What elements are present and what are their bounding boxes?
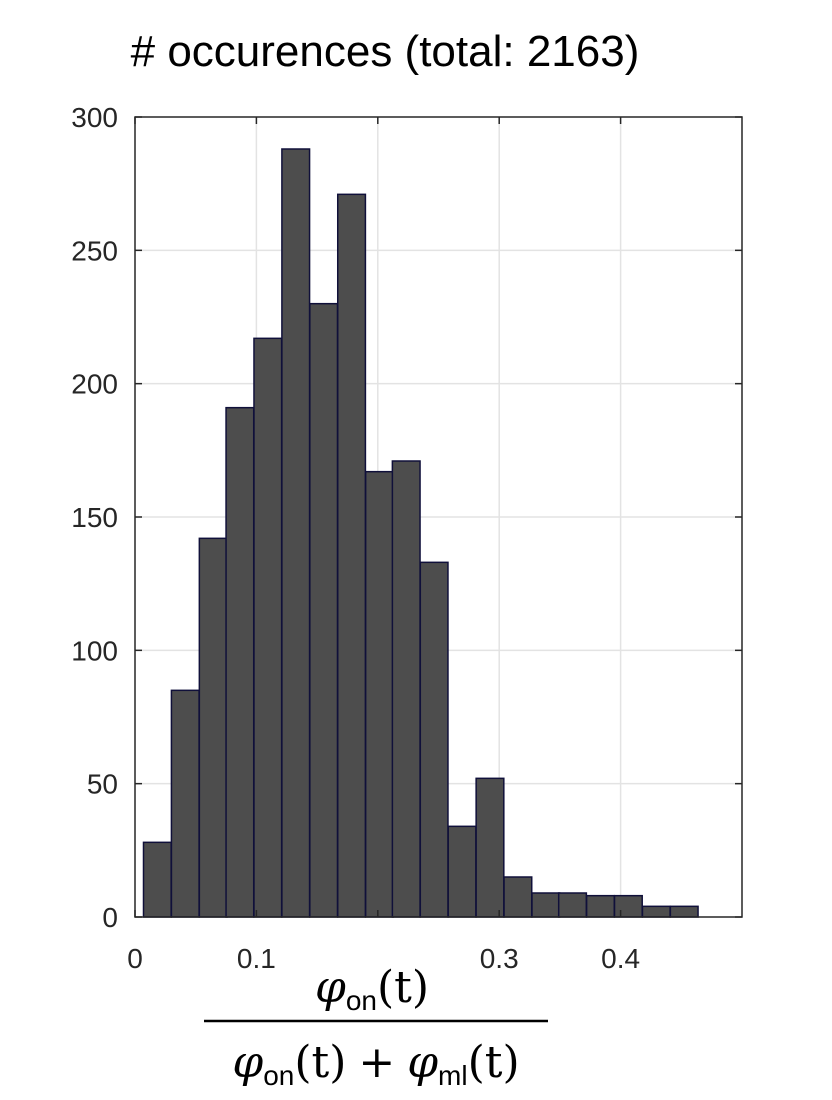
y-tick-label: 150 (71, 502, 118, 533)
x-axis-tick-labels: 0 0.1 0.3 0.4 (127, 943, 640, 974)
histogram-bar (475, 777, 505, 918)
y-tick-label: 100 (71, 635, 118, 666)
x-tick-label: 0.1 (237, 943, 276, 974)
x-axis-label: φon(t) φon(t) + φml(t) (204, 962, 548, 1091)
histogram-bar (613, 894, 643, 918)
axis-ticks (134, 116, 742, 918)
y-tick-label: 0 (102, 902, 118, 933)
histogram-bar (641, 905, 671, 918)
y-tick-label: 250 (71, 235, 118, 266)
histogram-bar (503, 876, 533, 918)
histogram-bar (557, 892, 588, 918)
histogram-bar (585, 894, 616, 918)
y-tick-label: 300 (71, 102, 118, 133)
histogram-bar (198, 537, 228, 918)
histogram-bar (531, 892, 561, 918)
y-axis-tick-labels: 0 50 100 150 200 250 300 (71, 102, 118, 933)
histogram-bar (391, 460, 421, 918)
histogram-bar (225, 406, 255, 918)
histogram-bar (669, 905, 699, 918)
histogram-bar (170, 689, 200, 918)
x-label-denominator: φon(t) + φml(t) (232, 1037, 519, 1091)
histogram-bar (447, 825, 477, 918)
histogram-bar (142, 841, 172, 918)
y-tick-label: 50 (87, 769, 118, 800)
x-tick-label: 0.3 (480, 943, 519, 974)
histogram-bars (142, 148, 699, 918)
histogram-bar (253, 337, 283, 918)
histogram-bar (336, 193, 367, 918)
x-tick-label: 0 (127, 943, 143, 974)
histogram-bar (309, 302, 339, 918)
x-label-numerator: φon(t) (315, 962, 429, 1016)
y-tick-label: 200 (71, 369, 118, 400)
histogram-bar (281, 148, 311, 918)
x-tick-label: 0.4 (601, 943, 640, 974)
histogram-bar (419, 561, 449, 918)
histogram-bar (364, 470, 395, 918)
chart-title: # occurences (total: 2163) (131, 27, 640, 76)
